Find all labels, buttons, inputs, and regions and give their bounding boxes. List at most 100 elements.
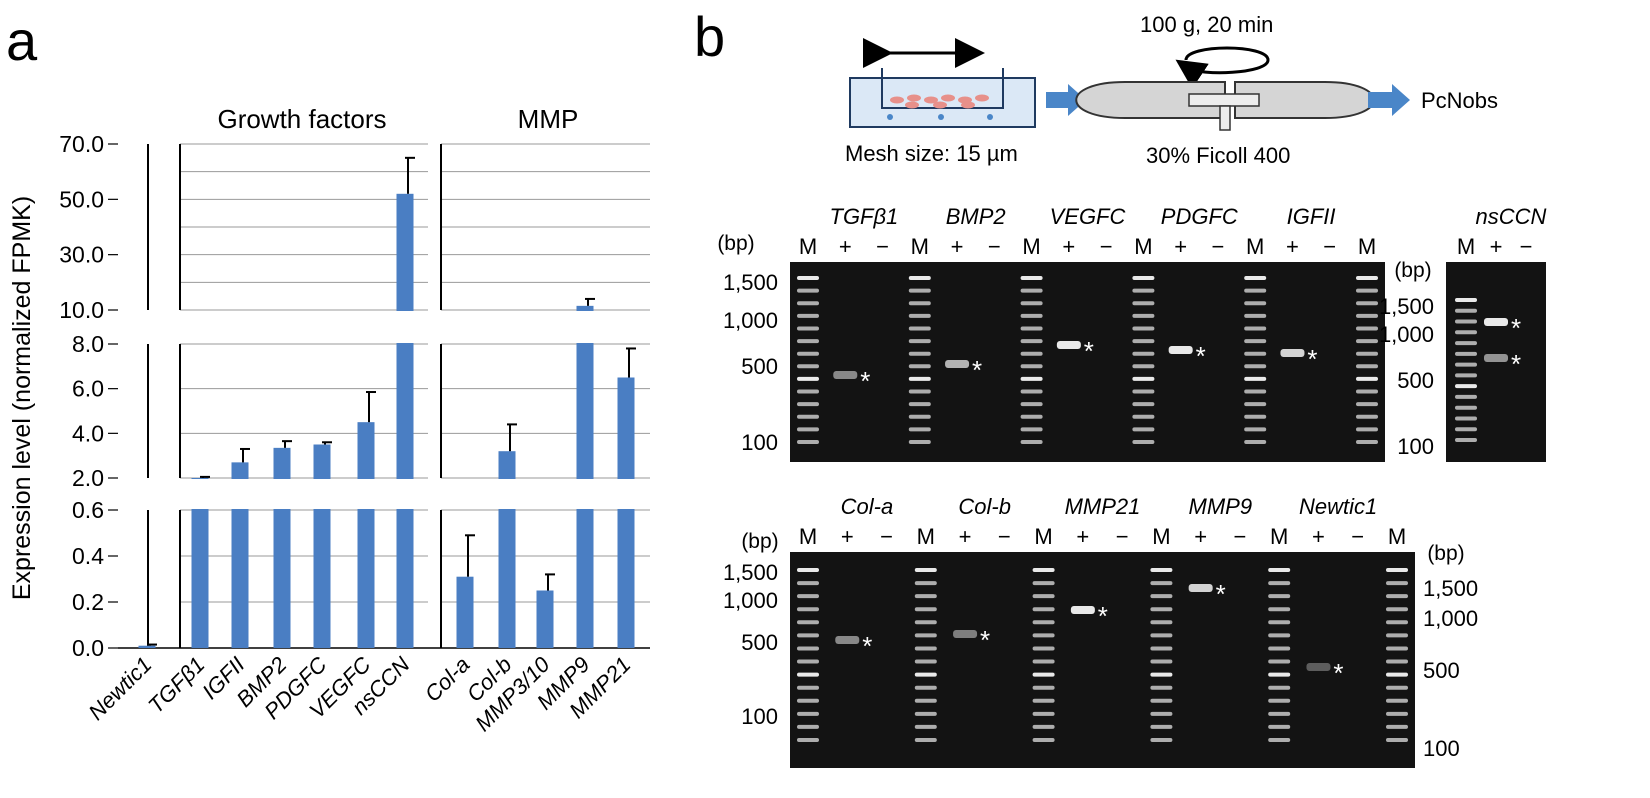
ladder-band — [1386, 685, 1408, 690]
lane-label: − — [1323, 234, 1336, 259]
bp-unit-label: (bp) — [1394, 259, 1431, 282]
ladder-band — [1356, 402, 1378, 407]
band-star: * — [1307, 344, 1317, 374]
ladder-band — [1132, 288, 1155, 293]
ladder-band — [1150, 738, 1173, 742]
size-label: 1,500 — [723, 270, 778, 295]
ladder-band — [1244, 301, 1267, 306]
ladder-band — [1032, 659, 1055, 664]
panel-a-label: a — [6, 9, 38, 72]
ladder-band — [797, 414, 819, 419]
lane-label: − — [1100, 234, 1113, 259]
x-category-label: Col-a — [420, 652, 475, 707]
ladder-band — [1455, 416, 1477, 421]
lane-label: + — [1286, 234, 1299, 259]
sample-band — [1188, 584, 1213, 592]
ladder-band — [1386, 672, 1408, 677]
band-star: * — [1216, 579, 1226, 609]
lane-label: M — [1457, 234, 1475, 259]
ladder-band — [797, 402, 819, 407]
ladder-band — [1132, 376, 1155, 381]
ladder-band — [908, 364, 931, 369]
ladder-band — [1356, 326, 1378, 331]
ladder-band — [1455, 319, 1477, 324]
ladder-band — [797, 376, 819, 381]
ladder-band — [1020, 313, 1043, 318]
bar — [456, 576, 474, 648]
size-label: 500 — [1397, 368, 1434, 393]
ladder-band — [1455, 427, 1477, 432]
bar — [273, 447, 291, 648]
ladder-band — [1455, 384, 1477, 389]
ladder-band — [1032, 711, 1055, 716]
ladder-band — [1244, 288, 1267, 293]
size-label: 1,500 — [723, 560, 778, 585]
sample-band — [1168, 346, 1193, 354]
ladder-band — [797, 659, 819, 664]
ladder-band — [1244, 440, 1267, 444]
lane-label: + — [1312, 524, 1325, 549]
ladder-band — [1020, 276, 1043, 280]
sample-band — [1280, 349, 1305, 357]
rotor-slot — [1188, 93, 1260, 107]
ladder-band — [1132, 414, 1155, 419]
ladder-band — [914, 607, 937, 612]
ladder-band — [1032, 646, 1055, 651]
ladder-band — [1455, 373, 1477, 378]
group-label: MMP — [518, 104, 579, 134]
ladder-band — [1268, 724, 1291, 729]
ladder-band — [908, 440, 931, 444]
ladder-band — [1150, 581, 1173, 586]
ficoll-label: 30% Ficoll 400 — [1146, 143, 1290, 168]
gene-label: Col-b — [958, 494, 1011, 519]
ladder-band — [1132, 440, 1155, 444]
gel-2: M + − nsCCN (bp) 1,500 1,000 500 100 * * — [1379, 204, 1547, 462]
lane-label: M — [1134, 234, 1152, 259]
ladder-band — [797, 313, 819, 318]
ladder-band — [1150, 724, 1173, 729]
ladder-band — [1150, 594, 1173, 599]
size-label: 1,000 — [1379, 322, 1434, 347]
ladder-band — [908, 389, 931, 394]
ladder-band — [1386, 724, 1408, 729]
ladder-band — [908, 276, 931, 280]
ladder-band — [1150, 607, 1173, 612]
ladder-band — [1455, 308, 1477, 313]
ladder-band — [1386, 646, 1408, 651]
ladder-band — [908, 351, 931, 356]
ladder-band — [908, 313, 931, 318]
band-star: * — [972, 355, 982, 385]
ladder-band — [797, 326, 819, 331]
lane-label: M — [799, 234, 817, 259]
ladder-band — [908, 376, 931, 381]
gene-label: nsCCN — [1476, 204, 1547, 229]
ladder-band — [1132, 402, 1155, 407]
ladder-band — [1356, 414, 1378, 419]
ladder-band — [908, 288, 931, 293]
x-category-label: Newtic1 — [84, 652, 157, 725]
sample-band — [953, 630, 978, 638]
ladder-band — [1020, 364, 1043, 369]
ladder-band — [1455, 394, 1477, 399]
ladder-band — [1268, 685, 1291, 690]
bar — [617, 377, 635, 648]
ladder-band — [914, 581, 937, 586]
ladder-band — [797, 427, 819, 432]
lane-label: − — [880, 524, 893, 549]
sample-band — [1056, 341, 1081, 349]
ladder-band — [914, 568, 937, 572]
y-tick-label: 2.0 — [72, 465, 104, 491]
bar — [536, 590, 554, 648]
bar — [191, 478, 209, 648]
y-tick-label: 6.0 — [72, 376, 104, 402]
lane-label: + — [839, 234, 852, 259]
ladder-band — [797, 440, 819, 444]
ladder-band — [1020, 326, 1043, 331]
ladder-band — [1150, 646, 1173, 651]
gene-label: MMP9 — [1189, 494, 1253, 519]
ladder-band — [1150, 633, 1173, 638]
ladder-band — [1268, 568, 1291, 572]
ladder-band — [1032, 620, 1055, 625]
output-label: PcNobs — [1421, 88, 1498, 113]
